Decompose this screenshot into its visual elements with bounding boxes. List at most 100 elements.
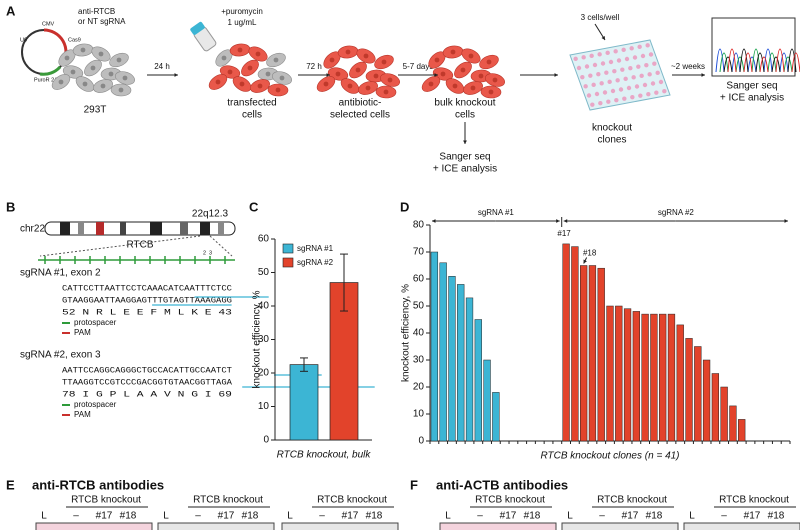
- cell-nucleus: [70, 69, 76, 75]
- legend-label: PAM: [74, 410, 91, 419]
- cell-nucleus: [122, 75, 128, 81]
- plate-well: [621, 47, 626, 53]
- bar: [571, 246, 579, 442]
- chromosome-band: [96, 222, 104, 235]
- zoom-line: [39, 235, 201, 257]
- bar: [588, 265, 597, 442]
- step-label: antibiotic-: [339, 98, 382, 109]
- note: +puromycin: [221, 7, 263, 16]
- cell-nucleus: [275, 87, 281, 93]
- panel-letter: C: [249, 199, 259, 214]
- cell-nucleus: [90, 65, 96, 71]
- plate-well: [591, 82, 596, 88]
- chromosome-band: [200, 222, 210, 235]
- sequence: CATTCCTTAATTCCTCAAACATCAATTTCTCC: [62, 283, 232, 293]
- plate-well: [613, 49, 618, 54]
- plate: [569, 39, 671, 111]
- annotation: #17: [557, 229, 571, 238]
- plate-well: [622, 96, 627, 101]
- plate-well: [581, 55, 586, 60]
- y-tick-label: 0: [418, 436, 424, 447]
- plate-well: [600, 61, 606, 66]
- arrow-head: [556, 219, 560, 223]
- y-tick-label: 40: [258, 301, 270, 312]
- plate-well: [631, 75, 636, 80]
- lane-label: L: [287, 511, 293, 522]
- chromosome-band: [120, 222, 126, 235]
- plate-well: [605, 50, 610, 56]
- cell-nucleus: [468, 53, 474, 59]
- arrow-label: 72 h: [306, 62, 322, 71]
- guide-title: sgRNA #1, exon 2: [20, 268, 101, 279]
- arrow-head: [432, 219, 436, 223]
- cell-nucleus: [440, 71, 446, 77]
- lane-label: #17: [96, 511, 113, 522]
- lane-label: –: [599, 511, 605, 522]
- y-tick-label: 60: [413, 274, 425, 285]
- plate-well: [647, 72, 652, 77]
- plate-well: [610, 88, 616, 94]
- arrow-label: 5-7 days: [403, 62, 434, 71]
- plate-well: [597, 52, 602, 57]
- cell-nucleus: [492, 77, 498, 83]
- plate-well: [586, 93, 592, 98]
- chromatogram-trace: [715, 48, 789, 73]
- bar: [676, 324, 684, 442]
- plate-well: [589, 53, 594, 59]
- plate-well: [658, 79, 664, 85]
- cell-nucleus: [488, 89, 494, 95]
- bar: [729, 405, 737, 442]
- blot: [35, 522, 153, 530]
- bar: [702, 359, 711, 442]
- plate-well: [638, 93, 643, 98]
- lane-label: #18: [120, 511, 137, 522]
- chromosome-label: chr22: [20, 224, 45, 235]
- plate-well: [630, 94, 635, 100]
- lane-label: L: [163, 511, 169, 522]
- cell-nucleus: [387, 77, 393, 83]
- sequence: GTAAGGAATTAAGGAGTTTGTAGTTAAAGAGG: [62, 295, 232, 305]
- band-label: 22q12.3: [192, 209, 229, 220]
- plate-well: [640, 53, 646, 59]
- chromatogram-trace: [727, 48, 800, 73]
- y-tick-label: 50: [413, 301, 425, 312]
- arrow-label: ~2 weeks: [671, 62, 705, 71]
- plate-well: [594, 91, 600, 97]
- bar: [597, 267, 605, 442]
- plate-well: [612, 68, 617, 74]
- lane-label: #17: [342, 511, 359, 522]
- step-label: bulk knockout: [434, 98, 495, 109]
- arrow-head: [326, 73, 330, 77]
- group-title: RTCB knockout: [597, 495, 667, 506]
- plate-well: [618, 87, 624, 92]
- cell-nucleus: [486, 59, 492, 65]
- group-title: RTCB knockout: [71, 495, 141, 506]
- y-tick-label: 10: [258, 401, 270, 412]
- chromosome-band: [218, 222, 224, 235]
- arrow-head: [563, 219, 568, 223]
- plate-well: [588, 73, 593, 78]
- sequence: TTAAGGTCCGTCCCGACGGTGTAACGGTTAGA: [62, 377, 233, 387]
- cell-nucleus: [450, 49, 456, 55]
- guide-label: or NT sgRNA: [78, 17, 126, 26]
- y-tick-label: 70: [413, 247, 425, 258]
- panel-title: anti-RTCB antibodies: [32, 477, 164, 492]
- plate-well: [637, 44, 642, 50]
- bar: [483, 359, 491, 442]
- cell-nucleus: [347, 83, 353, 89]
- plate-well: [602, 90, 608, 95]
- bar: [667, 313, 676, 442]
- plate-well: [626, 85, 632, 91]
- cell-nucleus: [279, 75, 285, 81]
- plate-well: [648, 52, 654, 57]
- plate-well: [639, 73, 644, 79]
- plate-well: [629, 46, 634, 51]
- x-axis-label: RTCB knockout, bulk: [277, 450, 372, 461]
- cell-nucleus: [265, 71, 271, 77]
- y-tick-label: 10: [413, 409, 425, 420]
- arrow-head: [554, 73, 558, 77]
- step-label: knockout: [592, 123, 632, 134]
- plate-well: [596, 71, 601, 77]
- bar: [623, 308, 632, 442]
- plate-well: [598, 100, 603, 106]
